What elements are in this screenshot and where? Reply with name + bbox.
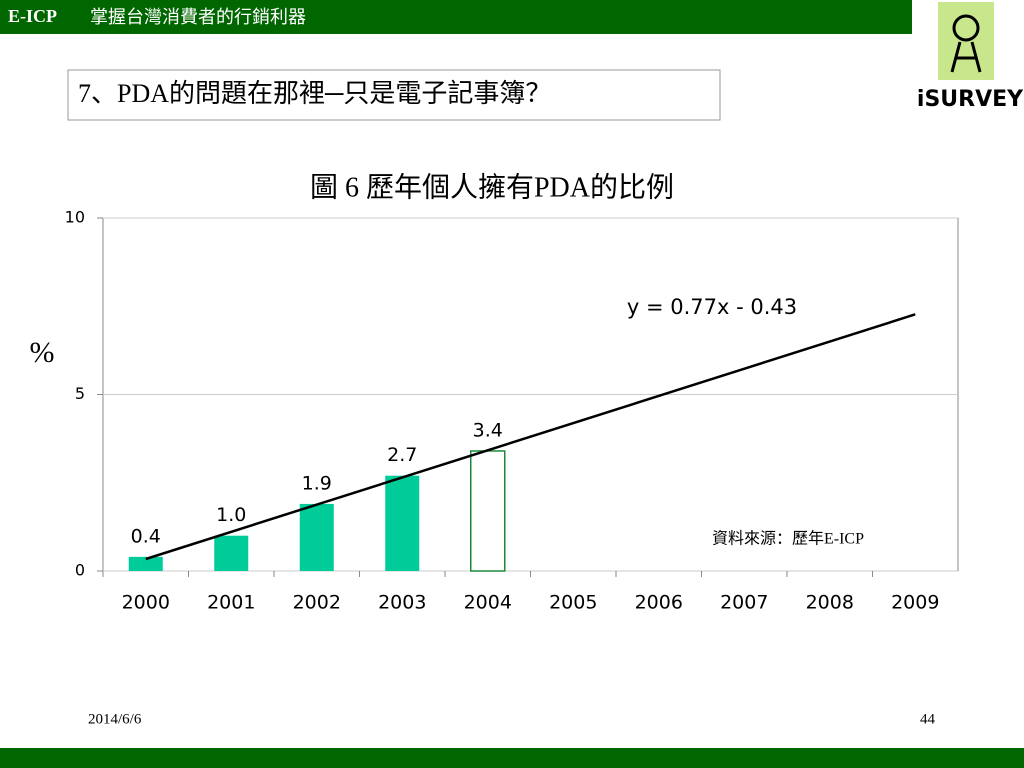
y-tick-label: 5 [75,384,85,403]
value-label: 2.7 [387,444,417,466]
trendline-label: y = 0.77x - 0.43 [627,295,797,319]
brand: E-ICP [8,6,57,26]
logo-eye [952,14,980,42]
header-bar [0,0,912,34]
chart-title: 圖 6 歷年個人擁有PDA的比例 [310,171,674,203]
bar [299,503,334,571]
value-label: 0.4 [131,525,161,547]
question: 7、PDA的問題在那裡─只是電子記事簿？ [78,79,551,108]
y-tick-label: 0 [75,561,85,580]
y-axis-label: % [30,336,55,369]
x-tick-label: 2008 [806,592,854,614]
x-tick-label: 2002 [293,592,341,614]
logo-text: iSURVEY [917,87,1024,112]
header-title: 掌握台灣消費者的行銷利器 [90,7,306,28]
x-tick-label: 2001 [207,592,255,614]
value-label: 1.9 [302,472,332,494]
x-tick-label: 2005 [549,592,597,614]
x-tick-label: 2006 [635,592,683,614]
page-number: 44 [920,711,936,727]
question-box [67,69,721,121]
logo-figure [950,41,982,73]
bar [385,475,420,571]
trendline [145,313,916,561]
value-label: 3.4 [473,419,503,441]
x-tick-label: 2004 [464,592,512,614]
date: 2014/6/6 [88,711,142,727]
footer-bar [0,748,1024,768]
x-tick-label: 2003 [378,592,426,614]
bar [470,450,506,572]
x-tick-label: 2009 [891,592,939,614]
bar [128,556,163,571]
y-tick-label: 10 [65,208,85,227]
bar [214,535,249,571]
x-tick-label: 2000 [122,592,170,614]
source-note: 資料來源：歷年E-ICP [712,530,864,548]
x-tick-label: 2007 [720,592,768,614]
value-label: 1.0 [216,504,246,526]
